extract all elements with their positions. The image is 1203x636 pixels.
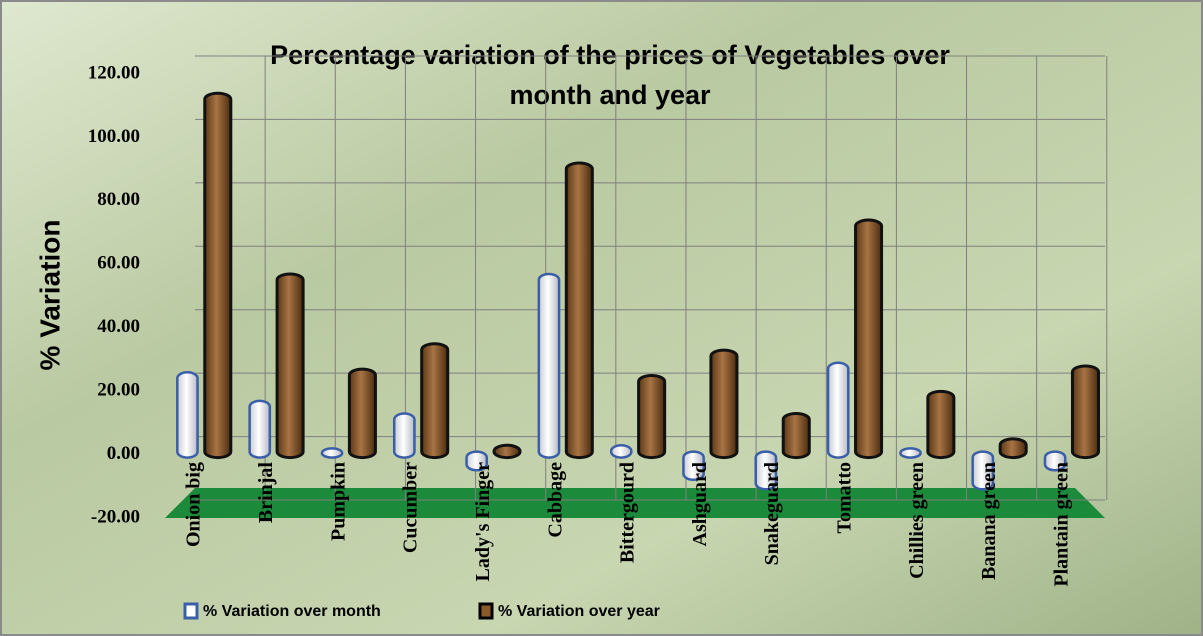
y-tick-label: 100.00 xyxy=(88,126,140,147)
y-tick-label: 20.00 xyxy=(97,380,140,401)
x-tick-label: Brinjal xyxy=(255,462,277,524)
legend-swatch xyxy=(478,602,494,620)
x-tick-label: Ashguard xyxy=(689,462,711,546)
bar xyxy=(1070,364,1100,460)
x-tick-label: Bittergourd xyxy=(617,462,639,563)
x-tick-label: Onion big xyxy=(183,462,205,547)
bar xyxy=(465,450,489,472)
bar xyxy=(347,367,377,460)
y-tick-label: 120.00 xyxy=(88,62,140,83)
x-tick-label: Tomatto xyxy=(834,462,856,533)
x-tick-label: Pumpkin xyxy=(327,462,349,541)
x-tick-label: Plantain green xyxy=(1050,462,1072,587)
bar xyxy=(754,450,778,491)
bar xyxy=(420,342,450,460)
x-tick-label: Snakeguard xyxy=(761,462,783,565)
x-tick-label: Lady's Finger xyxy=(472,462,494,582)
bar xyxy=(826,361,850,459)
legend-label: % Variation over month xyxy=(203,603,381,620)
legend-label: % Variation over year xyxy=(498,603,660,620)
y-tick-label: 80.00 xyxy=(97,189,140,210)
y-axis-label: % Variation xyxy=(34,220,65,371)
bar xyxy=(971,450,995,491)
floor xyxy=(165,488,1105,518)
chart-title: Percentage variation of the prices of Ve… xyxy=(270,40,950,70)
bar xyxy=(682,450,705,482)
bar xyxy=(275,272,305,460)
bar xyxy=(854,218,884,460)
bar xyxy=(781,412,811,460)
y-tick-label: 40.00 xyxy=(97,316,140,337)
x-tick-label: Banana green xyxy=(978,462,1000,580)
bar xyxy=(248,399,272,459)
x-tick-label: Cabbage xyxy=(544,462,566,538)
bar xyxy=(320,447,344,459)
y-tick-label: -20.00 xyxy=(91,506,140,527)
bar xyxy=(176,371,199,459)
bar xyxy=(926,389,956,460)
chart-title-line2: month and year xyxy=(509,80,711,110)
bar xyxy=(998,437,1028,460)
bar xyxy=(537,272,561,459)
x-tick-label: Cucumber xyxy=(400,462,422,553)
bar xyxy=(709,348,739,460)
x-tick-label: Chillies green xyxy=(906,462,928,579)
y-tick-label: 60.00 xyxy=(97,253,140,274)
bar xyxy=(392,412,416,459)
legend-swatch xyxy=(183,602,199,620)
bar xyxy=(899,447,922,459)
bar xyxy=(492,443,522,460)
bar xyxy=(637,373,667,460)
bar xyxy=(609,443,633,459)
bar xyxy=(203,91,233,460)
bar xyxy=(1043,450,1067,472)
bar xyxy=(564,161,594,460)
y-tick-label: 0.00 xyxy=(107,443,140,464)
